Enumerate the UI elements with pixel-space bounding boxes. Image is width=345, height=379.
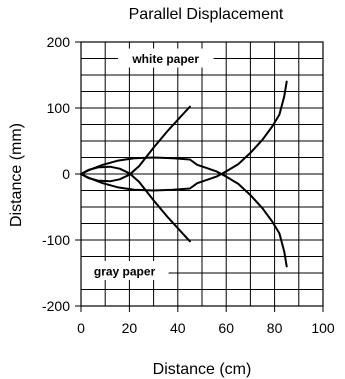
x-tick-label: 20 xyxy=(122,320,138,336)
series-line-2 xyxy=(80,105,191,183)
x-tick-label: 40 xyxy=(170,320,186,336)
annotation-background xyxy=(80,261,169,281)
y-tick-label: 100 xyxy=(47,100,71,116)
chart-title: Parallel Displacement xyxy=(129,6,284,23)
y-tick-label: 200 xyxy=(47,34,71,50)
y-axis-label: Distance (mm) xyxy=(8,123,25,227)
y-tick-label: 0 xyxy=(62,166,70,182)
x-axis-label: Distance (cm) xyxy=(153,361,252,378)
y-tick-label: -100 xyxy=(42,232,70,248)
y-tick-labels: 200 100 0 -100 -200 xyxy=(42,34,81,314)
series-line-4 xyxy=(80,80,288,192)
x-tick-labels: 0 20 40 60 80 100 xyxy=(77,306,335,336)
y-tick-label: -200 xyxy=(42,298,70,314)
curves xyxy=(80,80,288,268)
annotation-background xyxy=(117,48,214,68)
series-line-3 xyxy=(80,156,288,268)
series-line-1 xyxy=(80,165,191,243)
x-tick-label: 100 xyxy=(311,320,335,336)
x-tick-label: 80 xyxy=(267,320,283,336)
annotation-label: gray paper xyxy=(94,265,156,279)
annotations: white paper gray paper xyxy=(80,48,214,281)
x-tick-label: 60 xyxy=(218,320,234,336)
x-tick-label: 0 xyxy=(77,320,85,336)
annotation-label: white paper xyxy=(131,52,199,66)
